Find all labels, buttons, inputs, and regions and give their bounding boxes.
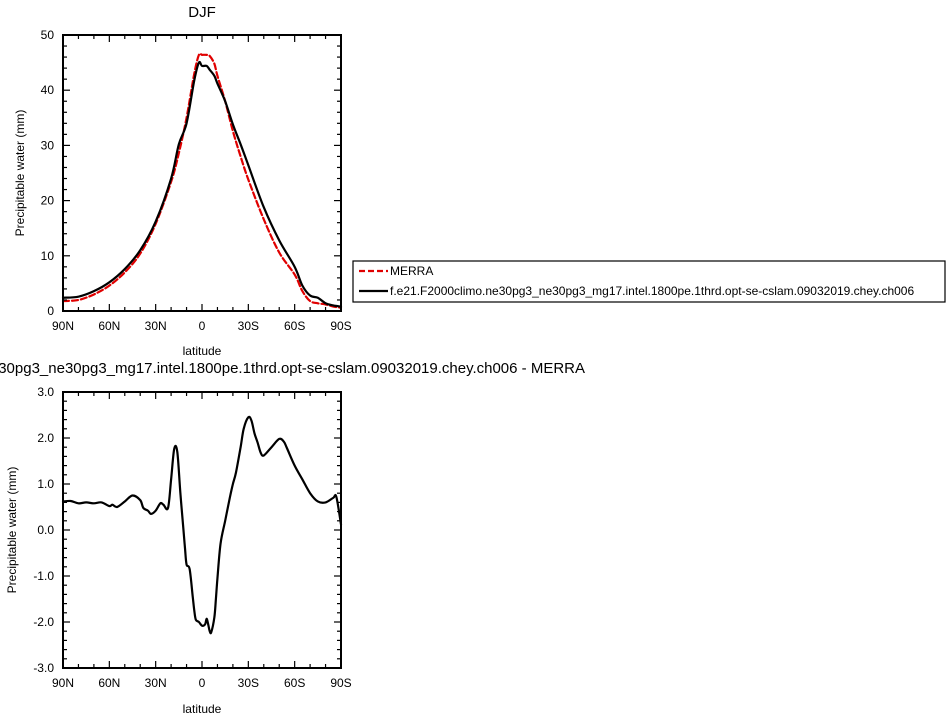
- legend-label-model: f.e21.F2000climo.ne30pg3_ne30pg3_mg17.in…: [390, 284, 914, 298]
- x-tick-label: 30N: [145, 676, 167, 690]
- legend-box: [352, 260, 946, 303]
- panel2-title: f.e21.F2000climo.ne30pg3_ne30pg3_mg17.in…: [0, 360, 585, 377]
- y-tick-label: 1.0: [37, 477, 54, 491]
- y-tick-label: 50: [41, 28, 55, 42]
- y-tick-label: 40: [41, 83, 55, 97]
- difference-panel: f.e21.F2000climo.ne30pg3_ne30pg3_mg17.in…: [0, 360, 585, 716]
- x-tick-label: 30N: [145, 319, 167, 333]
- y-tick-label: 10: [41, 249, 55, 263]
- y-tick-label: 30: [41, 138, 55, 152]
- x-tick-label: 60S: [284, 676, 305, 690]
- legend: MERRA f.e21.F2000climo.ne30pg3_ne30pg3_m…: [352, 260, 946, 303]
- y-tick-label: 20: [41, 194, 55, 208]
- x-tick-label: 90N: [52, 319, 74, 333]
- x-tick-label: 30S: [238, 319, 259, 333]
- djf-panel: DJF Precipitable water (mm) latitude 90N…: [13, 4, 352, 358]
- x-tick-label: 90S: [330, 676, 351, 690]
- x-tick-label: 60N: [98, 676, 120, 690]
- y-tick-label: -2.0: [33, 615, 54, 629]
- x-tick-label: 90S: [330, 319, 351, 333]
- y-tick-label: 0.0: [37, 523, 54, 537]
- y-tick-label: 0: [47, 304, 54, 318]
- x-tick-label: 0: [199, 676, 206, 690]
- panel1-frame: [62, 34, 342, 312]
- y-tick-label: -3.0: [33, 661, 54, 675]
- x-tick-label: 30S: [238, 676, 259, 690]
- series-line-0-1: [61, 60, 343, 308]
- x-tick-label: 60N: [98, 319, 120, 333]
- legend-label-merra: MERRA: [390, 264, 433, 278]
- y-tick-label: 3.0: [37, 385, 54, 399]
- panel1-title: DJF: [188, 4, 216, 21]
- panel2-ylabel: Precipitable water (mm): [5, 467, 19, 594]
- x-tick-label: 0: [199, 319, 206, 333]
- x-tick-label: 60S: [284, 319, 305, 333]
- y-tick-label: 2.0: [37, 431, 54, 445]
- series-line-0-0: [61, 52, 343, 309]
- panel1-xlabel: latitude: [183, 344, 222, 358]
- series-line-1-0: [61, 415, 343, 635]
- y-tick-label: -1.0: [33, 569, 54, 583]
- panel2-xlabel: latitude: [183, 702, 222, 716]
- panel1-ylabel: Precipitable water (mm): [13, 110, 27, 237]
- x-tick-label: 90N: [52, 676, 74, 690]
